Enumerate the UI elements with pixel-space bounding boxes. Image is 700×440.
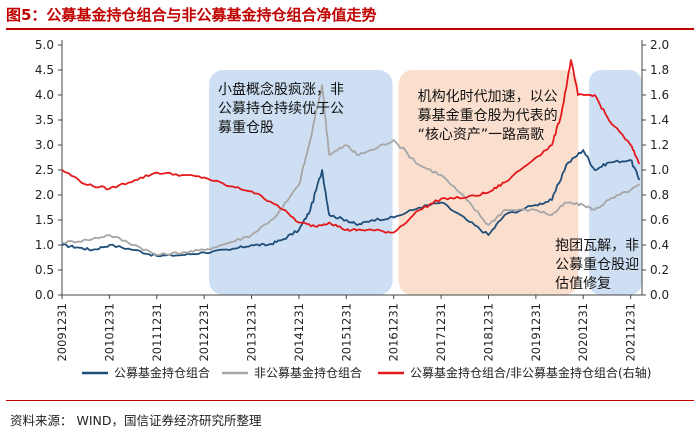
legend: 公募基金持仓组合 非公募基金持仓组合 公募基金持仓组合/非公募基金持仓组合(右轴) <box>82 365 651 380</box>
highlight-region-2 <box>398 70 579 295</box>
annotation-2-line-1: 机构化时代加速，以公 <box>418 89 558 105</box>
x-tick-label: 20141231 <box>292 303 306 362</box>
right-tick-label: 1.6 <box>650 88 669 102</box>
right-tick-label: 0.0 <box>650 288 669 302</box>
left-tick-label: 0.5 <box>35 263 54 277</box>
legend-label-2: 非公募基金持仓组合 <box>254 365 362 380</box>
annotation-1-line-3: 募重仓股 <box>218 120 274 136</box>
x-tick-label: 20131231 <box>245 303 259 362</box>
title-rule <box>6 28 694 30</box>
left-tick-label: 1.5 <box>35 213 54 227</box>
legend-label-1: 公募基金持仓组合 <box>114 365 210 380</box>
left-tick-label: 4.0 <box>35 88 54 102</box>
series-line-3 <box>61 59 641 234</box>
x-tick-label: 20191231 <box>529 303 543 362</box>
left-tick-label: 3.5 <box>35 113 54 127</box>
series-line-2 <box>61 84 640 256</box>
source-note: 资料来源： WIND，国信证券经济研究所整理 <box>10 413 262 428</box>
right-tick-label: 0.4 <box>650 238 669 252</box>
annotation-3-line-3: 估值修复 <box>555 275 611 292</box>
left-tick-label: 1.0 <box>35 238 54 252</box>
left-tick-label: 2.5 <box>35 163 54 177</box>
x-tick-label: 20111231 <box>150 303 164 362</box>
series-line-1 <box>61 149 641 258</box>
x-tick-label: 20151231 <box>339 303 353 362</box>
series-lines <box>61 59 641 258</box>
right-tick-label: 0.8 <box>650 188 669 202</box>
line-chart: 0.0 0.5 1.0 1.5 2.0 2.5 3.0 3.5 4.0 4.5 5.0 0.0 0.2 0… <box>35 38 669 380</box>
right-tick-label: 1.0 <box>650 163 669 177</box>
chart-title: 图5：公募基金持仓组合与非公募基金持仓组合净值走势 <box>6 6 377 24</box>
annotation-2-line-3: “核心资产”一路高歌 <box>418 126 545 143</box>
annotation-3-line-2: 公募重仓股迎 <box>555 257 639 273</box>
right-tick-label: 0.6 <box>650 213 669 227</box>
left-tick-label: 5.0 <box>35 38 54 52</box>
legend-label-3: 公募基金持仓组合/非公募基金持仓组合(右轴) <box>410 365 651 380</box>
x-tick-label: 20101231 <box>102 303 116 362</box>
right-tick-label: 0.2 <box>650 263 669 277</box>
right-tick-label: 1.8 <box>650 63 669 77</box>
x-tick-label: 20121231 <box>197 303 211 362</box>
annotation-1-line-2: 公募持仓持续优于公 <box>218 100 344 117</box>
axes: 0.0 0.5 1.0 1.5 2.0 2.5 3.0 3.5 4.0 4.5 5.0 0.0 0.2 0… <box>35 38 669 362</box>
highlight-regions <box>209 70 642 295</box>
right-tick-label: 2.0 <box>650 38 669 52</box>
annotation-2-line-2: 募基金重仓股为代表的 <box>418 107 558 124</box>
x-tick-label: 20091231 <box>55 303 69 362</box>
annotation-3-line-1: 抱团瓦解，非 <box>555 238 639 254</box>
left-tick-label: 3.0 <box>35 138 54 152</box>
annotation-1-line-1: 小盘概念股疯涨，非 <box>218 81 344 98</box>
x-tick-label: 20211231 <box>624 303 638 362</box>
left-tick-label: 4.5 <box>35 63 54 77</box>
footer-rule <box>6 400 694 401</box>
right-tick-label: 1.2 <box>650 138 669 152</box>
right-tick-label: 1.4 <box>650 113 669 127</box>
left-tick-label: 2.0 <box>35 188 54 202</box>
x-tick-label: 20201231 <box>576 303 590 362</box>
x-tick-label: 20181231 <box>481 303 495 362</box>
left-tick-label: 0.0 <box>35 288 54 302</box>
highlight-region-1 <box>209 70 393 295</box>
highlight-region-3 <box>589 70 642 295</box>
x-tick-label: 20171231 <box>434 303 448 362</box>
x-tick-label: 20161231 <box>387 303 401 362</box>
